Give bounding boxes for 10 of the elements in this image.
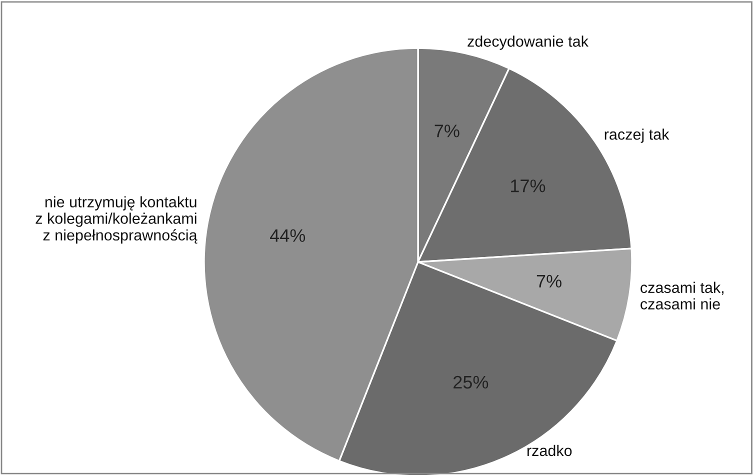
slice-label: raczej tak: [604, 128, 670, 143]
data-label: 7%: [434, 124, 460, 138]
slice-label: nie utrzymuję kontaktu z kolegami/koleżankami z niepełnosprawnością: [36, 196, 198, 244]
slice-label: czasami tak, czasami nie: [640, 282, 724, 310]
slice-label: zdecydowanie tak: [468, 36, 588, 50]
slice-label: rzadko: [527, 444, 572, 456]
data-label: 17%: [511, 180, 546, 192]
data-label: 7%: [536, 274, 562, 288]
data-label: 44%: [270, 229, 306, 242]
data-label: 25%: [454, 376, 488, 389]
